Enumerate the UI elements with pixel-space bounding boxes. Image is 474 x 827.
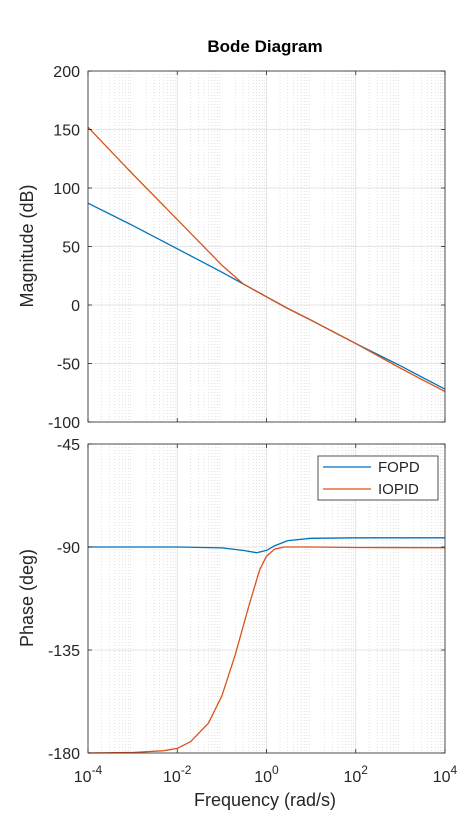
- magnitude-y-tick-label: -100: [48, 415, 80, 432]
- legend: FOPD IOPID: [317, 455, 439, 501]
- phase-series: [87, 537, 446, 754]
- legend-box: [317, 455, 439, 501]
- magnitude-y-tick-label: 0: [71, 298, 80, 315]
- legend-label-fopd: FOPD: [378, 459, 420, 476]
- phase-y-tick-label: -180: [48, 746, 80, 763]
- magnitude-y-label: Magnitude (dB): [17, 184, 37, 307]
- phase-plot: -180 -135 -90 -45 Phase (deg) FOPD IOPID: [17, 437, 446, 763]
- magnitude-series-iopid: [87, 126, 446, 393]
- x-tick-label: 100: [254, 763, 279, 786]
- magnitude-y-tick-label: 100: [53, 181, 80, 198]
- x-tick-labels: 10-4 10-2 100 102 104: [74, 763, 458, 786]
- magnitude-grid: [87, 70, 446, 423]
- x-axis-label: Frequency (rad/s): [194, 790, 336, 810]
- legend-label-iopid: IOPID: [378, 481, 419, 498]
- phase-y-tick-label: -135: [48, 643, 80, 660]
- x-tick-label: 10-2: [163, 763, 192, 786]
- phase-y-label: Phase (deg): [17, 549, 37, 647]
- phase-series-fopd: [88, 537, 445, 554]
- x-tick-label: 102: [344, 763, 369, 786]
- magnitude-plot: -100 -50 0 50 100 150 200 Magnitude (dB): [17, 64, 446, 432]
- chart-title: Bode Diagram: [207, 37, 322, 56]
- magnitude-y-ticks: -100 -50 0 50 100 150 200: [48, 64, 446, 432]
- phase-y-tick-label: -45: [57, 437, 80, 454]
- x-tick-label: 10-4: [74, 763, 103, 786]
- phase-y-ticks: -180 -135 -90 -45: [48, 437, 446, 763]
- magnitude-y-tick-label: 50: [62, 240, 80, 257]
- x-tick-label: 104: [433, 763, 458, 786]
- phase-series-iopid: [87, 546, 446, 754]
- magnitude-series: [87, 126, 446, 393]
- magnitude-y-tick-label: 150: [53, 123, 80, 140]
- magnitude-y-tick-label: -50: [57, 357, 80, 374]
- phase-y-tick-label: -90: [57, 540, 80, 557]
- magnitude-y-tick-label: 200: [53, 64, 80, 81]
